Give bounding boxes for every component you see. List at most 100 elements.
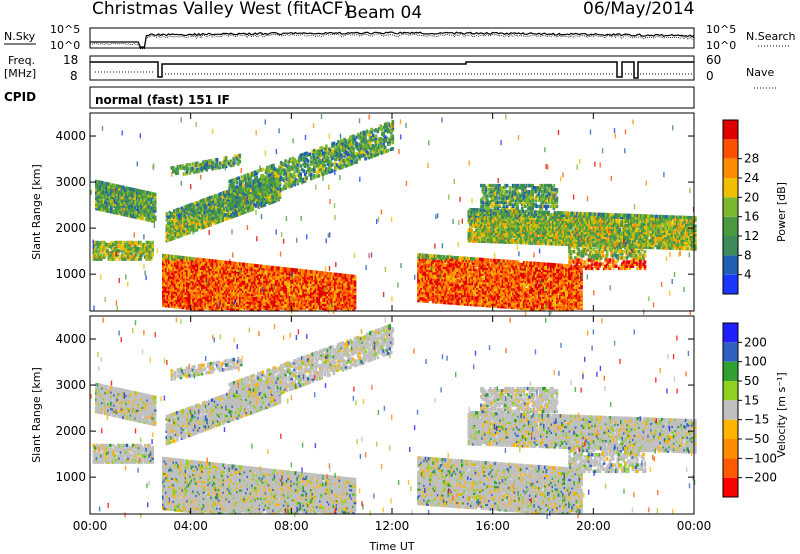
range-cell: [193, 278, 197, 282]
range-cell: [181, 289, 185, 293]
range-cell: [178, 268, 182, 272]
range-cell: [163, 291, 167, 295]
range-cell: [99, 184, 103, 189]
cpid-label: CPID: [4, 90, 36, 104]
range-cell: [148, 253, 151, 257]
range-cell: [125, 200, 128, 205]
range-cell: [117, 186, 121, 191]
range-cell: [135, 211, 139, 215]
range-cell: [140, 247, 144, 251]
range-cell: [97, 253, 100, 257]
range-cell: [171, 285, 174, 290]
range-cell: [196, 278, 200, 282]
range-cell: [113, 240, 117, 245]
range-cell: [186, 258, 189, 263]
range-cell: [96, 198, 100, 203]
range-cell: [113, 242, 117, 247]
range-cell: [202, 277, 206, 281]
range-cell: [131, 200, 134, 204]
range-cell: [183, 270, 186, 275]
range-cell: [201, 295, 204, 299]
range-cell: [189, 271, 192, 275]
range-cell: [171, 256, 174, 261]
range-cell: [165, 291, 168, 295]
range-cell: [125, 242, 129, 247]
range-cell: [109, 255, 112, 259]
range-cell: [189, 294, 192, 298]
range-cell: [145, 240, 148, 245]
range-cell: [195, 292, 198, 297]
range-cell: [125, 255, 129, 259]
range-cell: [166, 275, 170, 279]
range-cell: [99, 197, 103, 201]
range-cell: [124, 251, 127, 255]
range-cell: [186, 260, 189, 265]
range-cell: [140, 249, 144, 253]
range-cell: [141, 204, 145, 208]
range-cell: [183, 283, 186, 287]
range-cell: [149, 212, 152, 216]
range-cell: [184, 260, 188, 264]
range-cell: [125, 213, 128, 217]
range-cell: [137, 195, 140, 199]
range-cell: [120, 210, 124, 214]
range-cell: [171, 259, 174, 263]
range-cell: [141, 194, 145, 198]
range-cell: [142, 251, 145, 255]
range-cell: [175, 294, 179, 299]
range-cell: [162, 276, 165, 281]
range-cell: [184, 295, 188, 300]
range-cell: [102, 187, 106, 192]
range-cell: [145, 242, 148, 247]
range-cell: [193, 273, 197, 278]
range-cell: [196, 297, 200, 301]
range-cell: [147, 207, 151, 212]
range-cell: [132, 210, 136, 215]
range-cell: [146, 244, 150, 249]
range-cell: [129, 199, 133, 204]
range-cell: [174, 304, 177, 309]
nsky-tick-bottom-right: 10^0: [706, 39, 736, 52]
range-cell: [190, 304, 194, 309]
range-cell: [201, 270, 204, 275]
range-cell: [108, 186, 112, 191]
range-cell: [199, 299, 203, 303]
range-cell: [120, 199, 124, 204]
range-cell: [180, 291, 183, 295]
range-cell: [146, 218, 149, 222]
range-cell: [165, 274, 168, 279]
range-cell: [130, 257, 133, 261]
nave-label: Nave: [746, 66, 774, 79]
range-cell: [153, 194, 157, 199]
range-cell: [144, 213, 148, 217]
range-cell: [205, 289, 209, 294]
range-cell: [128, 199, 131, 203]
range-cell: [147, 214, 151, 218]
range-cell: [204, 275, 207, 279]
range-cell: [107, 190, 110, 195]
range-cell: [129, 195, 133, 200]
range-cell: [98, 247, 102, 251]
range-cell: [199, 264, 203, 268]
range-cell: [149, 193, 152, 198]
range-cell: [119, 240, 123, 245]
range-cell: [127, 257, 130, 261]
range-cell: [201, 293, 204, 297]
range-cell: [144, 207, 148, 211]
range-cell: [129, 187, 133, 191]
range-cell: [178, 278, 182, 282]
range-cell: [150, 196, 154, 200]
range-cell: [137, 240, 141, 245]
range-cell: [196, 288, 200, 293]
range-cell: [184, 268, 188, 273]
range-cell: [204, 266, 207, 271]
nsky-panel: [89, 27, 695, 49]
range-cell: [151, 242, 154, 247]
range-cell: [272, 163, 275, 168]
range-cell: [172, 273, 176, 278]
range-cell: [98, 186, 101, 191]
range-cell: [122, 196, 125, 200]
range-cell: [110, 257, 114, 261]
range-cell: [117, 195, 121, 199]
